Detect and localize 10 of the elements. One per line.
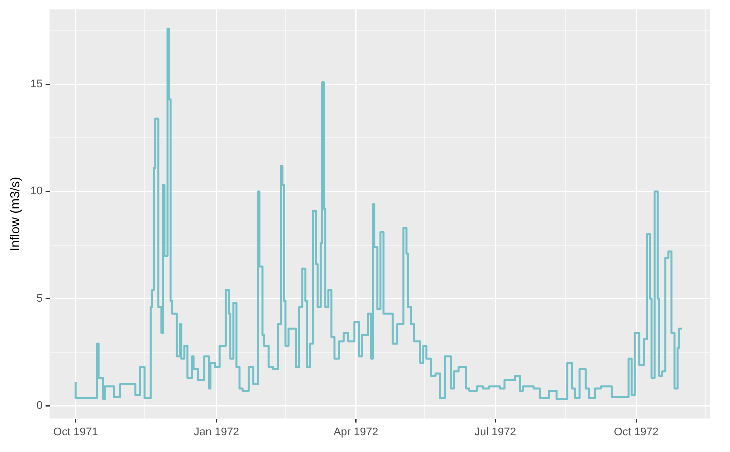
- y-tick-label: 0: [36, 400, 43, 412]
- x-tick-label: Oct 1972: [614, 426, 659, 438]
- y-tick-label: 10: [30, 186, 43, 198]
- x-tick-label: Jul 1972: [474, 426, 516, 438]
- x-tick-label: Apr 1972: [334, 426, 379, 438]
- y-tick-label: 5: [36, 292, 43, 305]
- x-tick-label: Oct 1971: [54, 426, 98, 438]
- y-tick-label: 15: [30, 78, 43, 91]
- x-tick-label: Jan 1972: [194, 426, 240, 438]
- y-axis-title: Inflow (m3/s): [7, 176, 22, 252]
